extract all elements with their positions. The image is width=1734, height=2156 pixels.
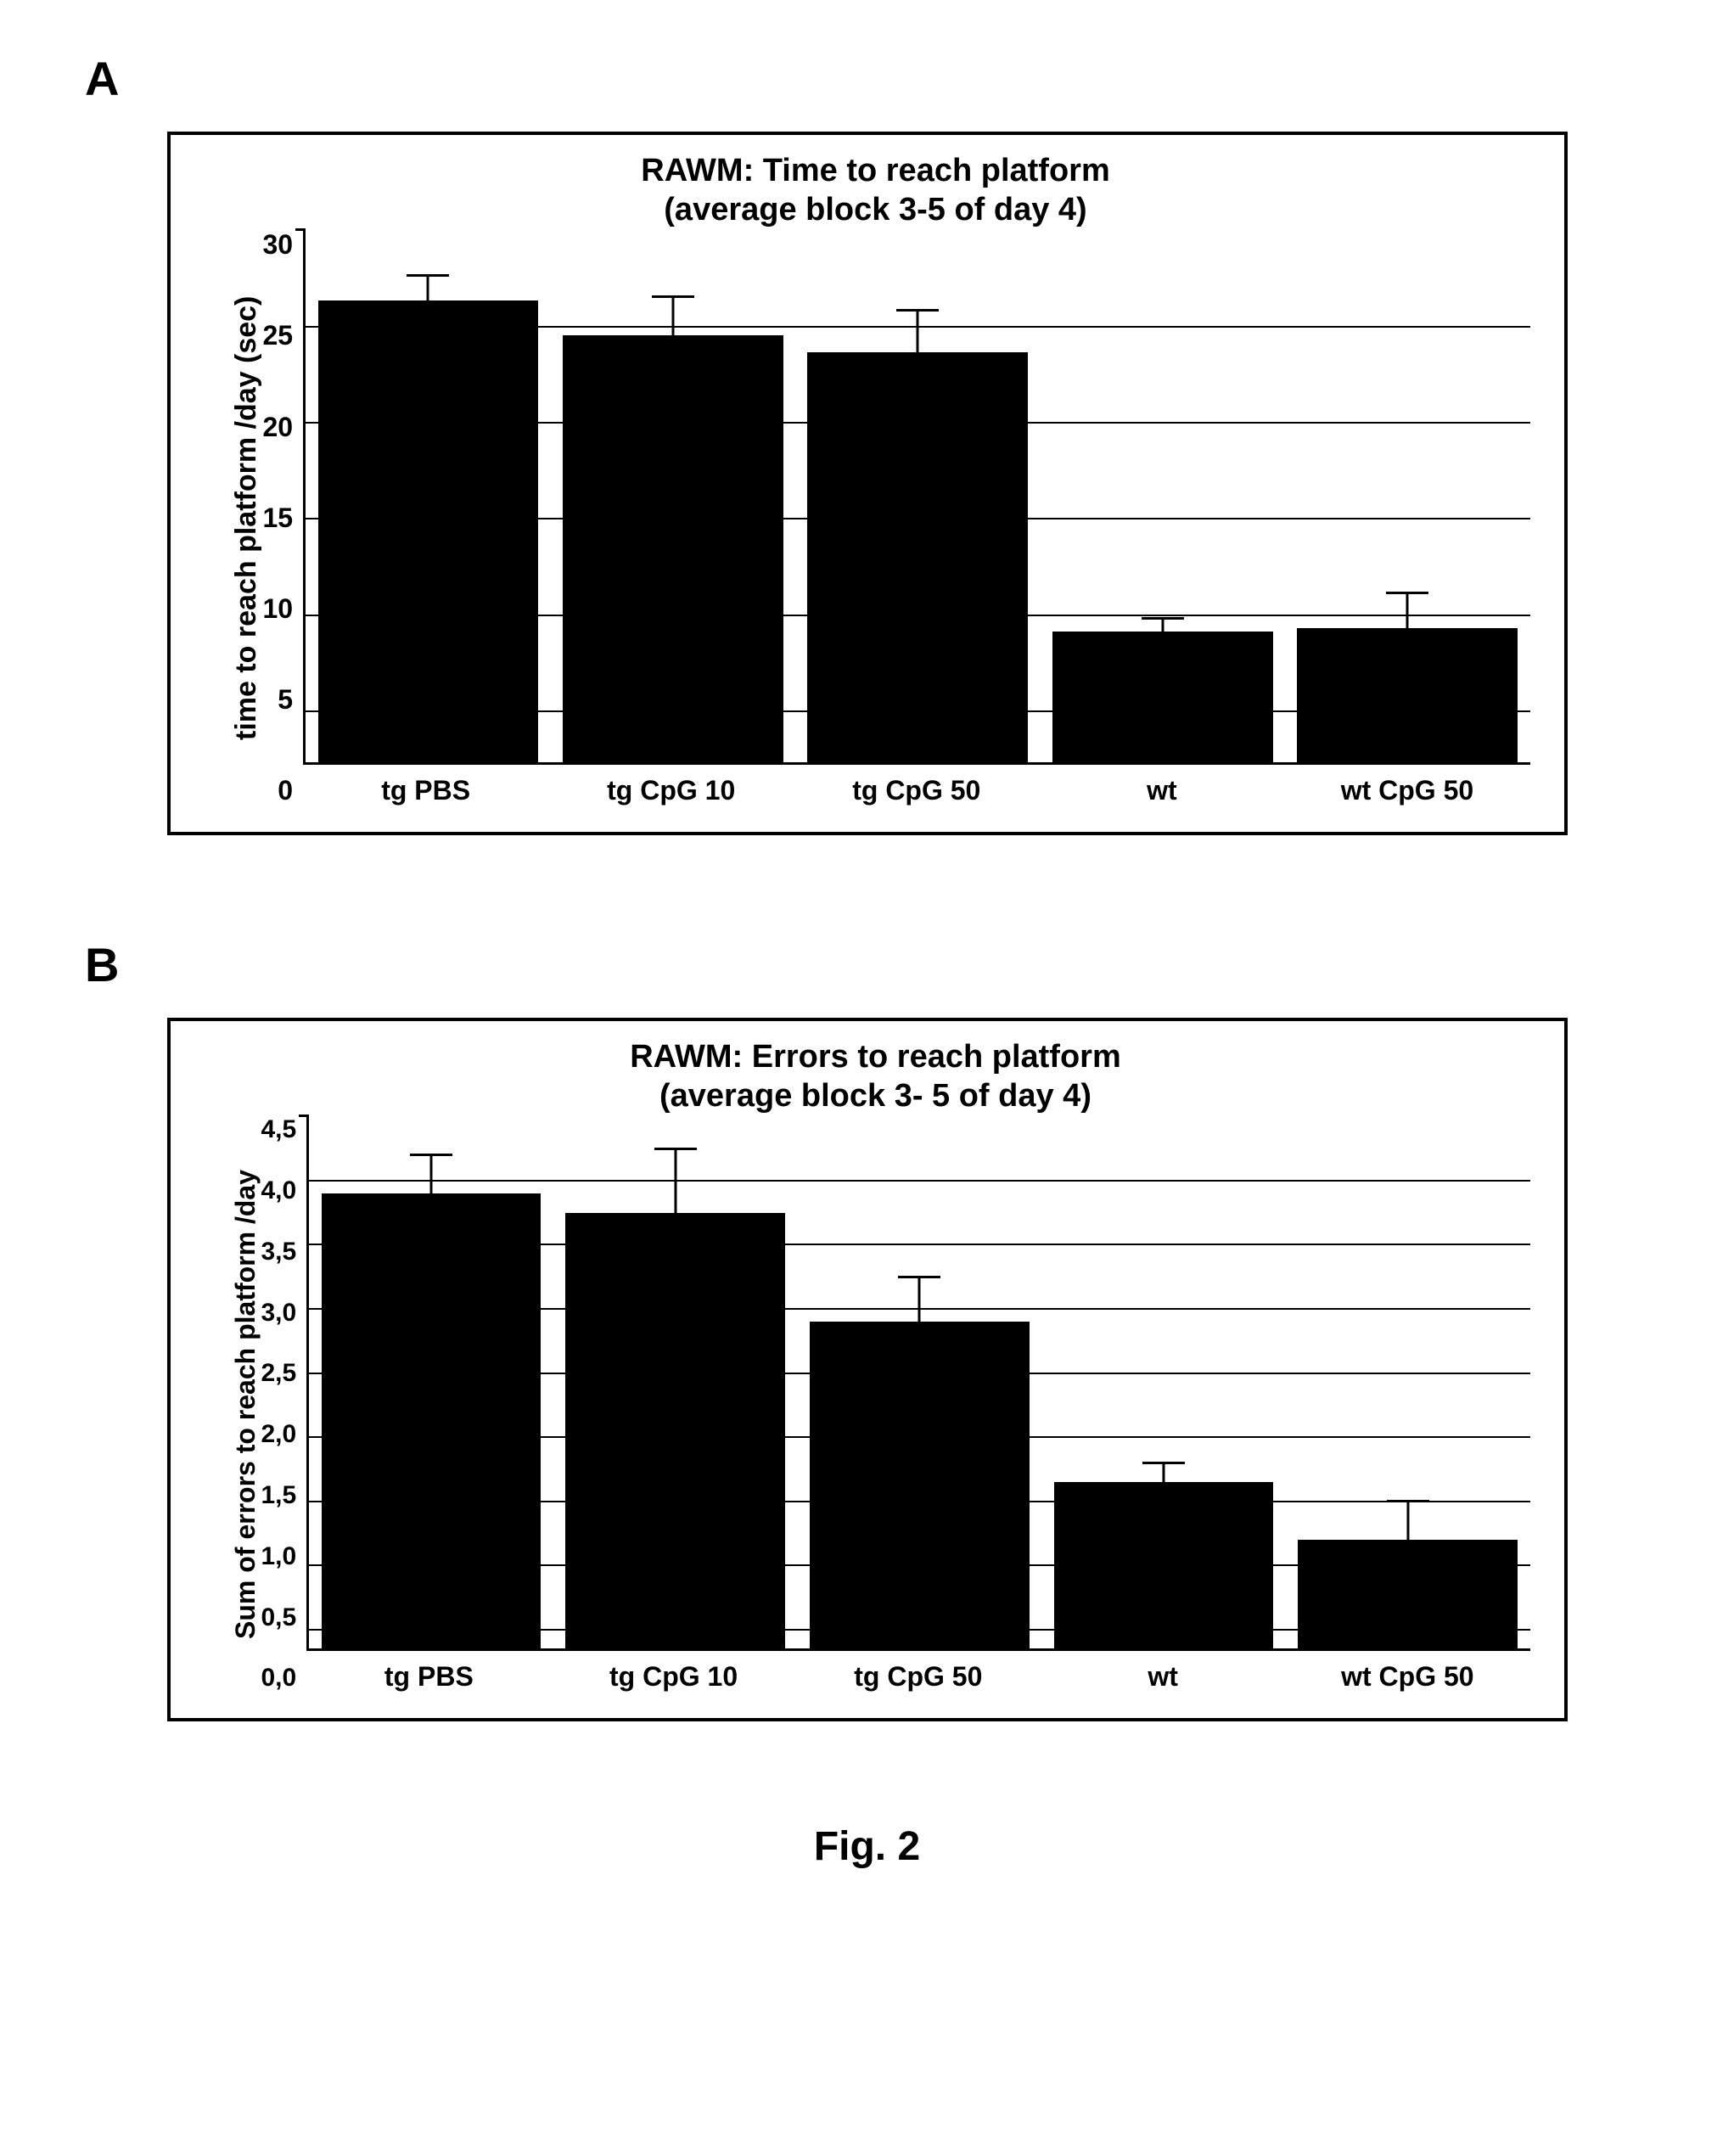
xtick-label: tg CpG 10: [561, 775, 782, 806]
bar-group: [565, 1213, 785, 1649]
ytick-label: 0,5: [261, 1603, 297, 1632]
chart-a-frame: RAWM: Time to reach platform (average bl…: [167, 132, 1568, 835]
gridline: [306, 326, 1529, 328]
error-bar-cap: [410, 1154, 452, 1156]
chart-a-body: time to reach platform /day (sec) 30 25 20…: [222, 229, 1530, 806]
error-bar-line: [427, 276, 429, 300]
xtick-label: wt: [1052, 1661, 1272, 1693]
xtick-label: tg PBS: [319, 1661, 539, 1693]
gridline: [309, 1244, 1529, 1245]
bar-group: [322, 1193, 542, 1648]
error-bar-cap: [896, 309, 939, 312]
bar: [807, 352, 1028, 762]
bar-group: [810, 1322, 1030, 1648]
ytick-mark: [299, 1114, 309, 1117]
xtick-label: tg CpG 50: [808, 1661, 1028, 1693]
ytick-label: 1,5: [261, 1481, 297, 1510]
bar-group: [318, 300, 539, 762]
bar: [322, 1193, 542, 1648]
chart-b-yticks: 4,5 4,0 3,5 3,0 2,5 2,0 1,5 1,0 0,5 0,0: [261, 1115, 307, 1693]
error-bar-cap: [898, 1276, 940, 1278]
chart-a-title: RAWM: Time to reach platform (average bl…: [222, 152, 1530, 229]
ytick-label: 2,0: [261, 1420, 297, 1449]
ytick-label: 2,5: [261, 1359, 297, 1388]
bar: [1298, 1540, 1518, 1648]
gridline: [309, 1373, 1529, 1374]
bar: [563, 335, 783, 762]
bar-group: [807, 352, 1028, 762]
bar: [318, 300, 539, 762]
chart-a-xlabels: tg PBS tg CpG 10 tg CpG 50 wt wt CpG 50: [303, 775, 1529, 806]
bar: [1297, 628, 1518, 763]
error-bar-cap: [1386, 592, 1428, 594]
chart-b-xlabels: tg PBS tg CpG 10 tg CpG 50 wt wt CpG 50: [306, 1661, 1529, 1693]
error-bar-line: [1406, 593, 1409, 628]
bar: [810, 1322, 1030, 1648]
gridline: [309, 1501, 1529, 1502]
panel-b-label: B: [85, 937, 1666, 992]
figure-caption: Fig. 2: [68, 1823, 1666, 1870]
bar-group: [563, 335, 783, 762]
ytick-label: 0: [263, 775, 294, 806]
ytick-label: 25: [263, 320, 294, 351]
error-bar-cap: [407, 274, 449, 277]
chart-a-yticks: 30 25 20 15 10 5 0: [263, 229, 304, 806]
bar-group: [1298, 1540, 1518, 1648]
gridline: [306, 518, 1529, 519]
bar-group: [1297, 628, 1518, 763]
chart-b-body: Sum of errors to reach platform /day 4,5…: [222, 1115, 1530, 1693]
chart-b-title: RAWM: Errors to reach platform (average …: [222, 1038, 1530, 1115]
xtick-label: wt: [1052, 775, 1272, 806]
chart-a-bars: [306, 229, 1529, 762]
ytick-label: 0,0: [261, 1664, 297, 1693]
ytick-label: 30: [263, 229, 294, 261]
error-bar-line: [430, 1155, 433, 1193]
gridline: [309, 1180, 1529, 1182]
xtick-label: tg CpG 10: [564, 1661, 783, 1693]
gridline: [309, 1308, 1529, 1310]
error-bar-cap: [1142, 617, 1184, 620]
chart-b-plot: [306, 1115, 1529, 1651]
xtick-label: tg PBS: [316, 775, 536, 806]
ytick-mark: [295, 228, 306, 231]
chart-a-ylabel: time to reach platform /day (sec): [222, 229, 263, 806]
error-bar-line: [1163, 1463, 1165, 1482]
panel-a: A RAWM: Time to reach platform (average …: [68, 51, 1666, 835]
chart-b-frame: RAWM: Errors to reach platform (average …: [167, 1018, 1568, 1721]
ytick-label: 3,5: [261, 1238, 297, 1266]
ytick-label: 15: [263, 503, 294, 534]
ytick-label: 5: [263, 684, 294, 716]
chart-a-plot: [303, 229, 1529, 765]
error-bar-cap: [652, 295, 694, 298]
ytick-label: 4,5: [261, 1115, 297, 1144]
ytick-label: 20: [263, 412, 294, 443]
gridline: [309, 1436, 1529, 1438]
gridline: [306, 710, 1529, 712]
error-bar-line: [918, 1277, 921, 1322]
ytick-label: 10: [263, 593, 294, 625]
panel-a-label: A: [85, 51, 1666, 106]
gridline: [306, 422, 1529, 424]
chart-b-ylabel: Sum of errors to reach platform /day: [222, 1115, 261, 1693]
bar: [1052, 632, 1273, 762]
gridline: [309, 1564, 1529, 1566]
ytick-label: 1,0: [261, 1542, 297, 1571]
error-bar-line: [917, 311, 919, 353]
error-bar-line: [671, 297, 674, 335]
bar-group: [1052, 632, 1273, 762]
gridline: [309, 1629, 1529, 1631]
error-bar-line: [1406, 1502, 1409, 1540]
chart-b-bars: [309, 1115, 1529, 1648]
ytick-label: 4,0: [261, 1176, 297, 1205]
xtick-label: tg CpG 50: [806, 775, 1027, 806]
xtick-label: wt CpG 50: [1297, 775, 1518, 806]
xtick-label: wt CpG 50: [1298, 1661, 1518, 1693]
panel-b: B RAWM: Errors to reach platform (averag…: [68, 937, 1666, 1721]
error-bar-cap: [1142, 1462, 1185, 1464]
ytick-label: 3,0: [261, 1299, 297, 1328]
bar: [565, 1213, 785, 1649]
gridline: [306, 615, 1529, 616]
error-bar-line: [1161, 618, 1164, 632]
error-bar-cap: [654, 1148, 697, 1150]
